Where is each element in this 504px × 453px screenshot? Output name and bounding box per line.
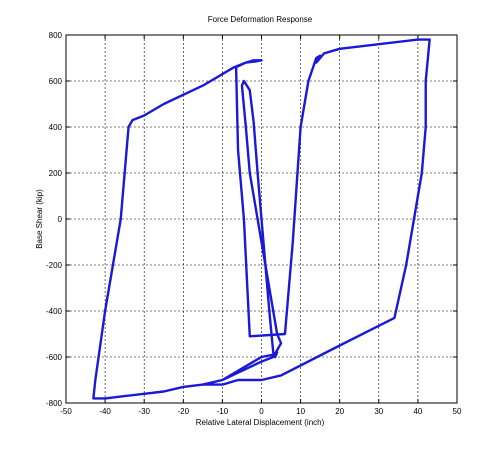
y-tick-label: 200: [49, 169, 63, 178]
x-tick-label: 40: [413, 407, 422, 416]
x-tick-label: -40: [99, 407, 111, 416]
series-layer: [92, 38, 431, 400]
chart-title: Force Deformation Response: [208, 15, 313, 24]
y-tick-label: -200: [46, 261, 63, 270]
x-tick-label: -30: [138, 407, 150, 416]
y-tick-label: -400: [46, 307, 63, 316]
y-tick-label: 600: [49, 77, 63, 86]
x-tick-label: 0: [259, 407, 264, 416]
y-axis-title: Base Shear (kip): [35, 189, 44, 249]
x-tick-label: -50: [60, 407, 72, 416]
x-tick-label: 10: [296, 407, 305, 416]
x-axis-title: Relative Lateral Displacement (inch): [196, 418, 325, 427]
y-tick-label: 400: [49, 123, 63, 132]
axes-frame: [65, 34, 458, 404]
x-tick-label: 30: [374, 407, 383, 416]
hysteresis-series-line: [92, 38, 431, 400]
x-tick-label: -10: [217, 407, 229, 416]
y-tick-label: -800: [46, 399, 63, 408]
x-tick-label: 20: [335, 407, 344, 416]
x-tick-labels: -50 -40 -30 -20 -10 0 10 20 30 40 50: [60, 407, 462, 416]
grid: [66, 35, 457, 403]
y-tick-label: 800: [49, 31, 63, 40]
x-tick-label: 50: [453, 407, 462, 416]
x-tick-label: -20: [178, 407, 190, 416]
y-tick-labels: -800 -600 -400 -200 0 200 400 600 800: [46, 31, 63, 408]
y-tick-label: -600: [46, 353, 63, 362]
y-tick-label: 0: [58, 215, 63, 224]
